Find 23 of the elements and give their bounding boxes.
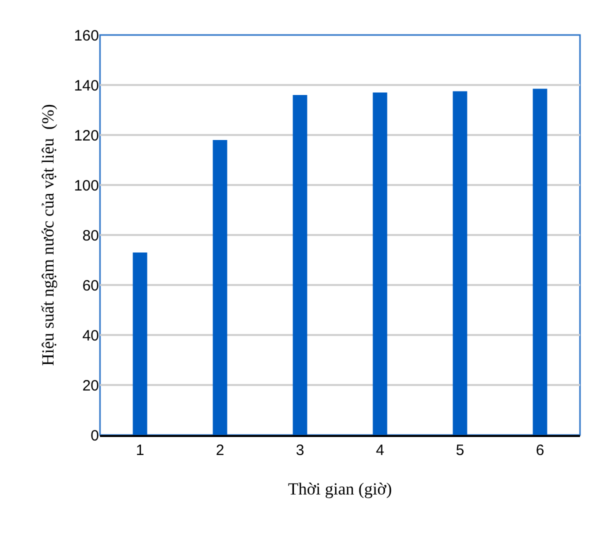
x-tick-label: 1 — [136, 442, 144, 459]
y-tick-label: 140 — [74, 77, 99, 94]
y-tick-label: 20 — [82, 377, 99, 394]
y-tick-label: 160 — [74, 27, 99, 44]
bar — [532, 88, 548, 435]
y-tick-label: 120 — [74, 127, 99, 144]
y-tick-label: 100 — [74, 177, 99, 194]
bar — [452, 91, 468, 435]
y-tick-label: 80 — [82, 227, 99, 244]
bar — [212, 140, 228, 435]
y-tick-label: 0 — [90, 427, 99, 444]
y-axis-title: Hiệu suất ngậm nước của vật liệu (%) — [38, 104, 58, 366]
y-tick-label: 40 — [82, 327, 99, 344]
x-tick-label: 5 — [456, 442, 464, 459]
bar — [292, 95, 308, 435]
bar — [132, 252, 148, 435]
x-tick-label: 3 — [296, 442, 304, 459]
x-axis-title: Thời gian (giờ) — [288, 480, 392, 499]
x-tick-label: 6 — [536, 442, 544, 459]
x-tick-label: 4 — [376, 442, 384, 459]
bar — [372, 92, 388, 435]
x-tick-label: 2 — [216, 442, 224, 459]
y-tick-label: 60 — [82, 277, 99, 294]
